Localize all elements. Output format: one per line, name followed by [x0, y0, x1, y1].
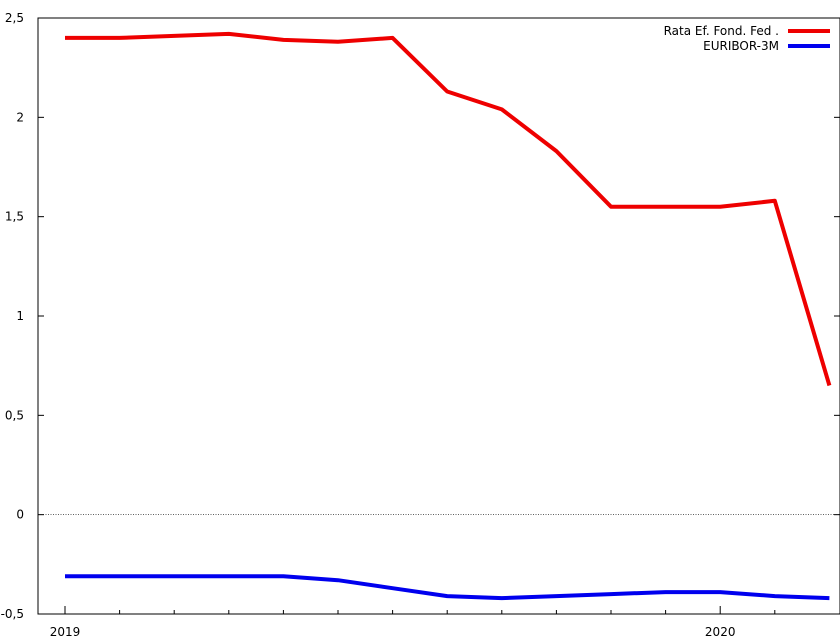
legend-label: Rata Ef. Fond. Fed . — [664, 24, 779, 38]
axis-ticks — [38, 17, 840, 615]
plot-frame — [37, 17, 840, 615]
x-tick-label: 2020 — [705, 625, 736, 639]
series-line-1 — [65, 31, 832, 387]
y-tick-label: 0 — [16, 508, 24, 522]
series-line-2 — [65, 574, 830, 601]
legend-label: EURIBOR-3M — [703, 39, 779, 53]
legend: Rata Ef. Fond. Fed .EURIBOR-3M — [664, 24, 830, 53]
y-tick-label: 1 — [16, 309, 24, 323]
series-layer — [65, 31, 832, 601]
y-tick-labels: -0,5 0 0,5 1 1,5 2 2,5 — [1, 11, 24, 621]
y-tick-label: -0,5 — [1, 607, 24, 621]
x-tick-labels: 2019 2020 — [50, 625, 736, 639]
x-tick-label: 2019 — [50, 625, 81, 639]
y-tick-label: 1,5 — [5, 210, 24, 224]
y-tick-label: 0,5 — [5, 408, 24, 422]
y-tick-label: 2 — [16, 110, 24, 124]
y-tick-label: 2,5 — [5, 11, 24, 25]
